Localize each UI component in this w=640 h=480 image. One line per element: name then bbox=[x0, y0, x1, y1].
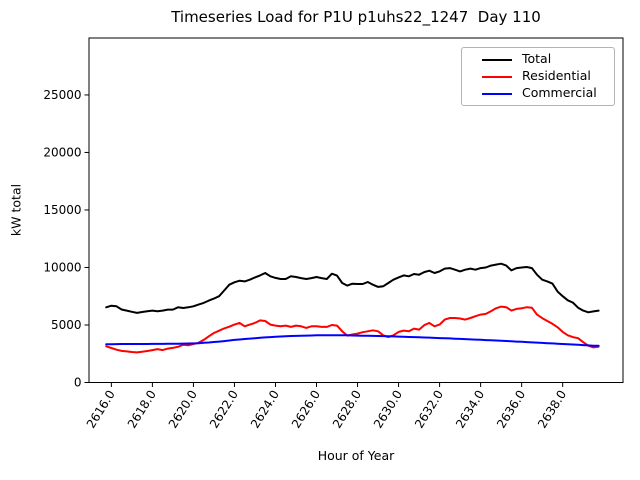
legend-label-commercial: Commercial bbox=[522, 85, 597, 101]
x-tick-label: 2624.0 bbox=[248, 388, 282, 431]
residential-line-sample bbox=[482, 75, 512, 78]
x-tick-label: 2630.0 bbox=[371, 388, 405, 431]
commercial-line-sample bbox=[482, 92, 512, 95]
x-tick-label: 2620.0 bbox=[166, 388, 200, 431]
legend: Total Residential Commercial bbox=[461, 47, 615, 106]
legend-entry-residential: Residential bbox=[482, 69, 614, 85]
legend-entry-total: Total bbox=[482, 52, 614, 68]
y-tick-label: 20000 bbox=[43, 146, 81, 160]
x-tick-label: 2618.0 bbox=[125, 388, 159, 431]
legend-label-total: Total bbox=[522, 51, 552, 67]
x-tick-label: 2636.0 bbox=[494, 388, 528, 431]
x-tick-label: 2638.0 bbox=[535, 388, 569, 431]
residential-line bbox=[105, 305, 600, 354]
y-tick-label: 15000 bbox=[43, 203, 81, 217]
x-tick-label: 2622.0 bbox=[207, 388, 241, 431]
y-axis-label: kW total bbox=[8, 183, 24, 237]
legend-entry-commercial: Commercial bbox=[482, 86, 614, 102]
y-tick-label: 5000 bbox=[51, 318, 82, 332]
x-tick-label: 2632.0 bbox=[412, 388, 446, 431]
total-line-sample bbox=[482, 58, 512, 61]
chart-title: Timeseries Load for P1U p1uhs22_1247 Day… bbox=[171, 8, 541, 26]
x-tick-label: 2626.0 bbox=[289, 388, 323, 431]
total-line bbox=[105, 262, 600, 314]
x-tick-label: 2628.0 bbox=[330, 388, 364, 431]
legend-label-residential: Residential bbox=[522, 68, 591, 84]
y-tick-label: 25000 bbox=[43, 88, 81, 102]
y-tick-label: 0 bbox=[74, 376, 82, 390]
commercial-line bbox=[105, 334, 600, 347]
x-axis-label: Hour of Year bbox=[317, 448, 395, 463]
y-tick-label: 10000 bbox=[43, 261, 81, 275]
x-tick-label: 2634.0 bbox=[453, 388, 487, 431]
x-tick-label: 2616.0 bbox=[84, 388, 118, 431]
